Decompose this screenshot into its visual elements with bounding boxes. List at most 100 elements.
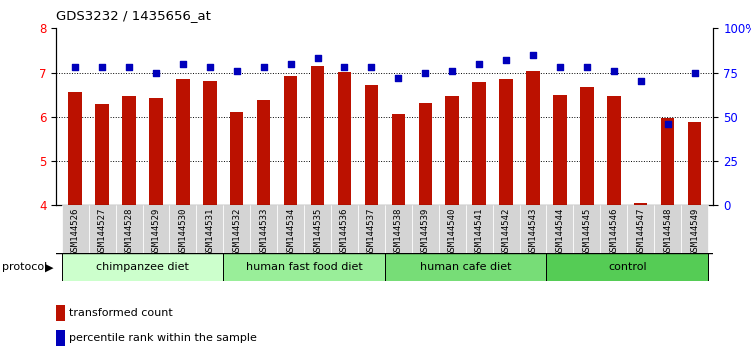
Bar <box>600 205 627 253</box>
Bar <box>385 253 547 281</box>
Bar <box>385 205 412 253</box>
Bar <box>62 205 89 253</box>
Point <box>689 70 701 75</box>
Point <box>150 70 162 75</box>
Bar <box>547 205 574 253</box>
Bar <box>331 205 358 253</box>
Bar <box>553 95 567 205</box>
Text: control: control <box>608 262 647 272</box>
Text: GSM144536: GSM144536 <box>340 208 349 256</box>
Text: percentile rank within the sample: percentile rank within the sample <box>70 332 258 343</box>
Text: GSM144546: GSM144546 <box>609 208 618 256</box>
Bar <box>230 112 243 205</box>
Text: GSM144547: GSM144547 <box>636 208 645 256</box>
Text: transformed count: transformed count <box>70 308 173 318</box>
Bar <box>466 205 493 253</box>
Bar <box>391 114 405 205</box>
Bar <box>56 305 65 321</box>
Bar <box>520 205 547 253</box>
Bar <box>607 96 620 205</box>
Text: GDS3232 / 1435656_at: GDS3232 / 1435656_at <box>56 9 211 22</box>
Point <box>258 64 270 70</box>
Point <box>419 70 431 75</box>
Bar <box>203 81 216 205</box>
Bar <box>526 71 540 205</box>
Bar <box>634 203 647 205</box>
Text: GSM144529: GSM144529 <box>152 208 161 256</box>
Bar <box>654 205 681 253</box>
Text: GSM144530: GSM144530 <box>179 208 188 256</box>
Bar <box>68 92 82 205</box>
Bar <box>412 205 439 253</box>
Text: GSM144542: GSM144542 <box>502 208 511 256</box>
Bar <box>338 72 351 205</box>
Point <box>662 121 674 127</box>
Bar <box>176 79 190 205</box>
Bar <box>472 82 486 205</box>
Bar <box>223 253 385 281</box>
Point <box>96 64 108 70</box>
Text: GSM144526: GSM144526 <box>71 208 80 256</box>
Bar <box>661 118 674 205</box>
Text: protocol: protocol <box>2 262 47 272</box>
Point <box>473 61 485 67</box>
Point <box>608 68 620 74</box>
Text: human cafe diet: human cafe diet <box>420 262 511 272</box>
Text: human fast food diet: human fast food diet <box>246 262 363 272</box>
Bar <box>149 98 163 205</box>
Bar <box>56 330 65 346</box>
Bar <box>365 85 379 205</box>
Point <box>69 64 81 70</box>
Bar <box>445 96 459 205</box>
Bar <box>196 205 223 253</box>
Point <box>177 61 189 67</box>
Text: GSM144545: GSM144545 <box>582 208 591 256</box>
Bar <box>499 79 513 205</box>
Text: GSM144535: GSM144535 <box>313 208 322 256</box>
Point <box>285 61 297 67</box>
Text: GSM144534: GSM144534 <box>286 208 295 256</box>
Bar <box>358 205 385 253</box>
Point <box>581 64 593 70</box>
Bar <box>277 205 304 253</box>
Bar <box>257 100 270 205</box>
Bar <box>143 205 170 253</box>
Bar <box>116 205 143 253</box>
Bar <box>250 205 277 253</box>
Text: GSM144540: GSM144540 <box>448 208 457 256</box>
Point <box>231 68 243 74</box>
Bar <box>574 205 600 253</box>
Bar <box>223 205 250 253</box>
Bar <box>681 205 708 253</box>
Text: GSM144541: GSM144541 <box>475 208 484 256</box>
Point <box>312 56 324 61</box>
Text: GSM144533: GSM144533 <box>259 208 268 256</box>
Point <box>554 64 566 70</box>
Bar <box>311 66 324 205</box>
Point <box>635 79 647 84</box>
Bar <box>89 205 116 253</box>
Point <box>446 68 458 74</box>
Text: GSM144528: GSM144528 <box>125 208 134 256</box>
Point <box>339 64 351 70</box>
Text: GSM144544: GSM144544 <box>556 208 565 256</box>
Bar <box>122 97 136 205</box>
Point <box>392 75 404 81</box>
Text: chimpanzee diet: chimpanzee diet <box>96 262 189 272</box>
Text: GSM144532: GSM144532 <box>232 208 241 256</box>
Text: GSM144548: GSM144548 <box>663 208 672 256</box>
Point <box>123 64 135 70</box>
Bar <box>688 122 701 205</box>
Bar <box>493 205 520 253</box>
Text: GSM144531: GSM144531 <box>205 208 214 256</box>
Point <box>204 64 216 70</box>
Point <box>527 52 539 58</box>
Bar <box>304 205 331 253</box>
Text: GSM144538: GSM144538 <box>394 208 403 256</box>
Text: GSM144537: GSM144537 <box>367 208 376 256</box>
Bar <box>170 205 196 253</box>
Text: GSM144527: GSM144527 <box>98 208 107 256</box>
Bar <box>418 103 432 205</box>
Bar <box>547 253 708 281</box>
Bar <box>62 253 223 281</box>
